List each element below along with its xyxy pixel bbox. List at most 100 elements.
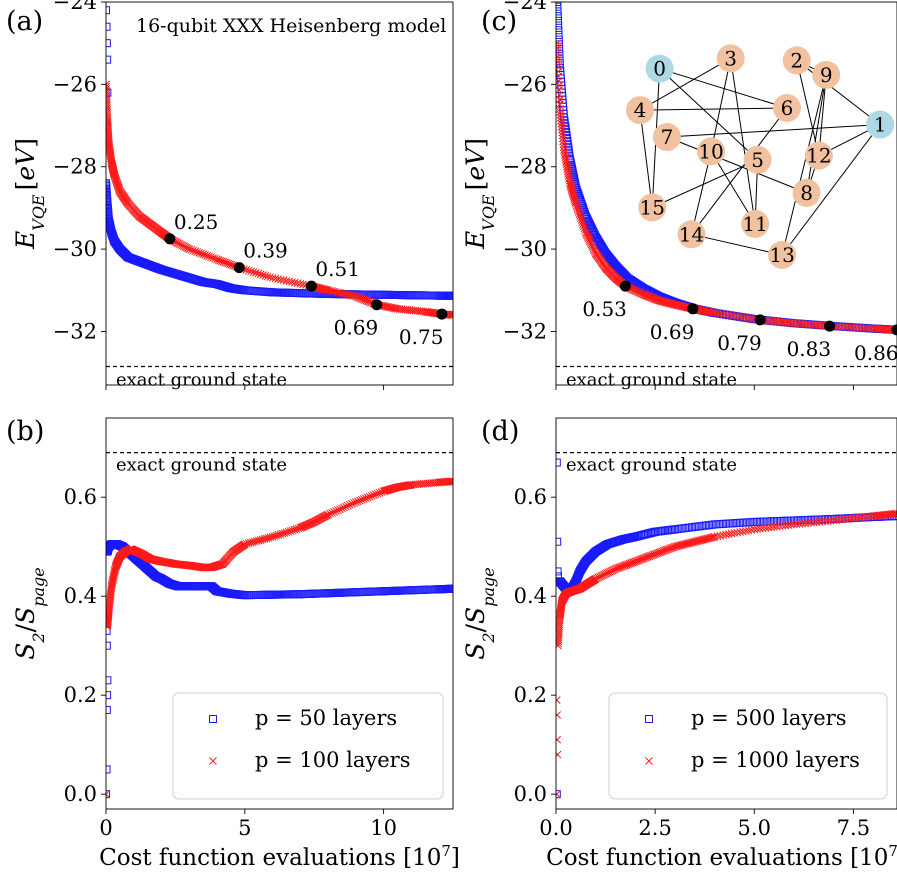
panel-c: (c) exact ground state 0.53 0.69 0.79 0.83 0.8… xyxy=(461,0,897,390)
data-point xyxy=(620,561,628,570)
panel-d: (d) exact ground state 0.0 0.2 0.4 0.6 0.0 2.5 5… xyxy=(461,416,897,871)
graph-node xyxy=(804,141,833,170)
data-point xyxy=(446,477,453,486)
data-point xyxy=(566,180,575,189)
chart-title: 16-qubit XXX Heisenberg model xyxy=(136,15,446,37)
data-point xyxy=(563,162,571,171)
data-point xyxy=(556,30,563,39)
panel-a: (a) exact ground state 0.25 0.39 0.51 0.69 0.7… xyxy=(6,0,454,390)
data-point xyxy=(447,311,453,319)
x-tick-label: 5 xyxy=(238,816,251,840)
data-point xyxy=(618,562,627,571)
graph-edge xyxy=(639,110,653,208)
graph-node xyxy=(773,94,801,123)
data-point xyxy=(727,311,735,320)
checkpoint-dot xyxy=(891,324,897,336)
data-point xyxy=(556,750,562,759)
data-point xyxy=(556,26,563,35)
y-axis-label: S2/Spage xyxy=(461,567,498,659)
data-point xyxy=(570,195,579,204)
exact-ground-state-label: exact ground state xyxy=(566,369,737,390)
checkpoint-dot xyxy=(436,308,448,320)
data-point xyxy=(106,113,112,122)
y-tick-label: −26 xyxy=(503,72,547,96)
graph-edge xyxy=(639,107,788,111)
data-point xyxy=(556,2,562,6)
data-point xyxy=(647,551,655,560)
data-point xyxy=(561,153,570,162)
data-point xyxy=(321,285,330,294)
y-tick-label: −32 xyxy=(53,319,97,343)
checkpoint-label: 0.39 xyxy=(243,239,288,263)
checkpoint-label: 0.86 xyxy=(854,341,897,365)
legend-label: p = 1000 layers xyxy=(691,748,860,772)
data-point xyxy=(641,553,650,562)
data-point xyxy=(659,547,668,555)
data-point xyxy=(642,553,651,562)
data-point xyxy=(701,307,710,316)
data-point xyxy=(710,309,719,317)
legend: p = 50 layers p = 100 layers xyxy=(172,692,444,800)
data-point xyxy=(564,169,573,178)
x-axis-label: Cost function evaluations [107] xyxy=(99,842,460,871)
graph-node-label: 15 xyxy=(640,195,665,219)
y-tick-label: 0.4 xyxy=(64,584,97,608)
data-point xyxy=(611,565,620,573)
data-point xyxy=(856,324,865,332)
y-tick-label: −30 xyxy=(503,237,547,261)
data-point xyxy=(632,557,641,565)
y-tick-label: 0.2 xyxy=(64,683,97,707)
y-axis-label: EVQE[eV] xyxy=(461,138,498,250)
graph-node xyxy=(645,54,674,83)
data-point xyxy=(893,509,897,518)
legend-marker xyxy=(645,715,653,723)
graph-node xyxy=(652,123,681,152)
data-point xyxy=(651,550,659,558)
checkpoint-label: 0.69 xyxy=(334,316,379,340)
graph-edge xyxy=(666,124,881,138)
graph-node-label: 5 xyxy=(751,148,764,172)
data-point xyxy=(259,271,267,279)
plot-area xyxy=(106,6,453,319)
data-point xyxy=(556,567,562,576)
data-point xyxy=(571,197,579,205)
graph-node xyxy=(638,193,667,222)
data-point xyxy=(326,509,334,518)
data-point xyxy=(563,165,572,173)
data-point xyxy=(205,252,213,261)
y-tick-label: −30 xyxy=(53,237,97,261)
legend: p = 500 layers p = 1000 layers xyxy=(608,692,888,800)
x-tick-label: 0.0 xyxy=(539,816,572,840)
data-point xyxy=(556,7,562,16)
data-point xyxy=(338,504,346,513)
x-tick-label: 10 xyxy=(370,816,397,840)
data-point xyxy=(571,199,580,208)
data-point xyxy=(106,641,111,650)
graph-node xyxy=(743,145,772,174)
data-point xyxy=(568,189,577,198)
graph-node-label: 12 xyxy=(806,144,831,168)
checkpoint-dot xyxy=(233,262,245,274)
data-point xyxy=(556,735,562,744)
data-point xyxy=(702,307,711,316)
graph-node-label: 2 xyxy=(790,48,803,72)
data-point xyxy=(332,507,340,515)
data-point xyxy=(556,790,561,799)
series-a xyxy=(106,6,453,300)
graph-edge xyxy=(659,68,758,161)
data-point xyxy=(733,312,742,321)
data-point xyxy=(615,563,624,572)
data-point xyxy=(658,547,667,556)
data-point xyxy=(664,545,672,554)
data-point xyxy=(328,508,336,517)
y-tick-label: −28 xyxy=(53,155,97,179)
y-tick-label: −32 xyxy=(503,319,547,343)
data-point xyxy=(699,307,708,315)
y-tick-label: 0.2 xyxy=(514,683,547,707)
graph-node-label: 10 xyxy=(698,140,723,164)
data-point xyxy=(625,559,634,568)
data-point xyxy=(736,313,745,321)
data-point xyxy=(568,188,577,196)
data-point xyxy=(621,561,630,570)
axes-frame xyxy=(555,417,897,810)
